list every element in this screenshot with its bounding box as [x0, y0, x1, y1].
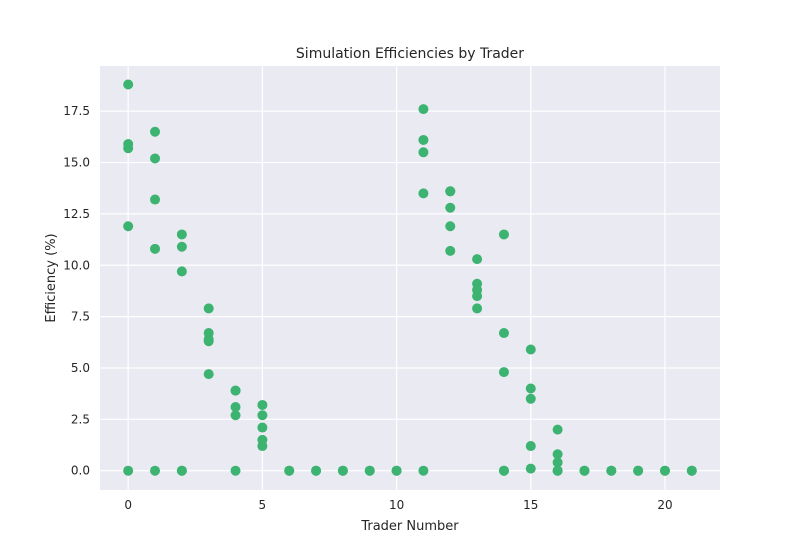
data-point [579, 465, 590, 476]
data-point [525, 463, 536, 474]
data-point [686, 465, 697, 476]
y-tick-label: 0.0 [71, 464, 90, 478]
y-axis-label: Efficiency (%) [44, 233, 59, 322]
data-point [257, 399, 268, 410]
data-points [123, 79, 697, 476]
data-point [498, 328, 509, 339]
data-point [284, 465, 295, 476]
data-point [552, 465, 563, 476]
data-point [230, 385, 241, 396]
y-tick-label: 2.5 [71, 412, 90, 426]
data-point [552, 457, 563, 468]
data-point [525, 441, 536, 452]
data-point [176, 241, 187, 252]
data-point [445, 202, 456, 213]
data-point [257, 410, 268, 421]
data-point [337, 465, 348, 476]
data-point [150, 465, 161, 476]
data-point [445, 245, 456, 256]
data-point [606, 465, 617, 476]
data-point [203, 369, 214, 380]
data-point [552, 424, 563, 435]
data-point [123, 221, 134, 232]
data-point [525, 393, 536, 404]
data-point [123, 465, 134, 476]
data-point [659, 465, 670, 476]
y-tick-label: 7.5 [71, 310, 90, 324]
y-tick-label: 12.5 [63, 207, 90, 221]
data-point [445, 221, 456, 232]
data-point [498, 367, 509, 378]
data-point [123, 143, 134, 154]
data-point [257, 441, 268, 452]
x-tick-label: 0 [124, 498, 132, 512]
x-tick-label: 5 [259, 498, 267, 512]
data-point [176, 229, 187, 240]
data-point [176, 266, 187, 277]
data-point [203, 303, 214, 314]
y-tick-label: 15.0 [63, 156, 90, 170]
data-point [498, 465, 509, 476]
data-point [633, 465, 644, 476]
data-point [230, 402, 241, 413]
data-point [391, 465, 402, 476]
data-point [418, 188, 429, 199]
data-point [203, 336, 214, 347]
y-tick-label: 17.5 [63, 104, 90, 118]
y-tick-label: 5.0 [71, 361, 90, 375]
x-tick-label: 20 [657, 498, 672, 512]
x-tick-labels: 0 5 10 15 20 [124, 498, 672, 512]
chart-title: Simulation Efficiencies by Trader [296, 46, 524, 62]
x-tick-label: 15 [523, 498, 538, 512]
data-point [472, 254, 483, 265]
data-point [150, 126, 161, 137]
data-point [418, 104, 429, 115]
data-point [311, 465, 322, 476]
data-point [525, 383, 536, 394]
data-point [552, 449, 563, 460]
y-tick-labels: 0.0 2.5 5.0 7.5 10.0 12.5 15.0 17.5 [63, 104, 90, 477]
data-point [472, 303, 483, 314]
data-point [525, 344, 536, 355]
data-point [472, 291, 483, 302]
data-point [418, 134, 429, 145]
data-point [418, 465, 429, 476]
x-axis-label: Trader Number [360, 519, 459, 534]
data-point [498, 229, 509, 240]
y-tick-label: 10.0 [63, 258, 90, 272]
grid-lines [100, 66, 720, 490]
plot-background [100, 66, 720, 490]
data-point [150, 243, 161, 254]
data-point [150, 153, 161, 164]
x-tick-label: 10 [389, 498, 404, 512]
data-point [257, 422, 268, 433]
data-point [230, 465, 241, 476]
data-point [150, 194, 161, 205]
data-point [230, 410, 241, 421]
data-point [123, 79, 134, 90]
data-point [176, 465, 187, 476]
data-point [418, 147, 429, 158]
data-point [364, 465, 375, 476]
data-point [445, 186, 456, 197]
